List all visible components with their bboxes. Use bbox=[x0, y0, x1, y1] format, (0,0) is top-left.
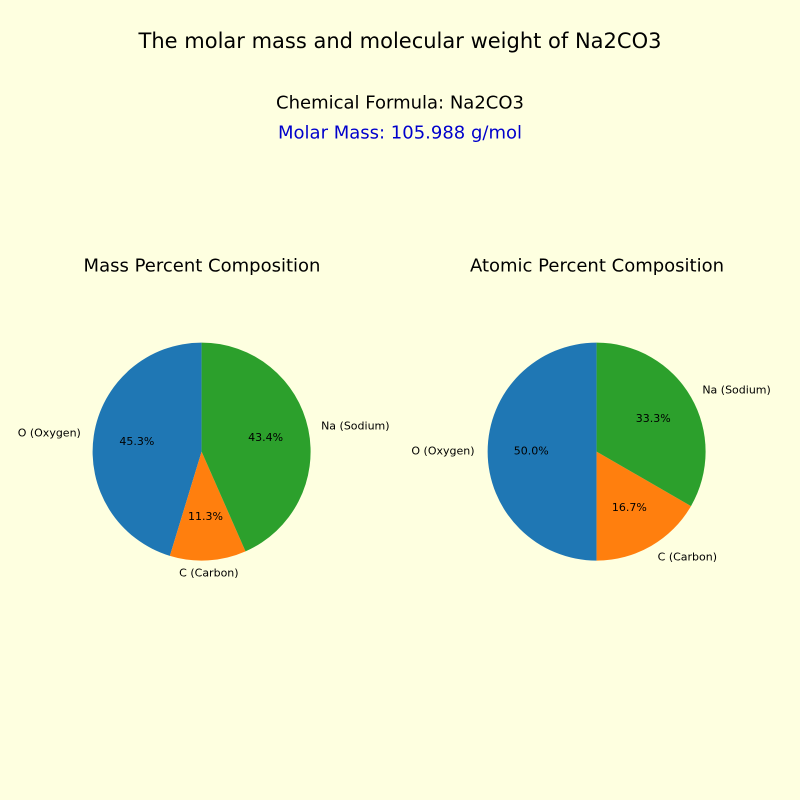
slice-percent-label: 43.4% bbox=[249, 432, 284, 445]
chemical-formula-label: Chemical Formula: Na2CO3 bbox=[276, 93, 524, 114]
slice-label: O (Oxygen) bbox=[18, 427, 81, 440]
page-title: The molar mass and molecular weight of N… bbox=[139, 29, 662, 53]
slice-label: Na (Sodium) bbox=[703, 384, 772, 397]
slice-percent-label: 50.0% bbox=[514, 445, 549, 458]
slice-percent-label: 16.7% bbox=[612, 502, 647, 515]
slice-label: C (Carbon) bbox=[658, 551, 717, 564]
pie-chart: 50.0% O (Oxygen) 16.7% C (Carbon) 33.3% Na (S… bbox=[335, 190, 800, 713]
slice-percent-label: 33.3% bbox=[636, 412, 671, 425]
slice-label: O (Oxygen) bbox=[412, 445, 475, 458]
slice-percent-label: 45.3% bbox=[120, 435, 155, 448]
slice-label: C (Carbon) bbox=[180, 567, 239, 580]
molar-mass-label: Molar Mass: 105.988 g/mol bbox=[278, 123, 522, 144]
slice-percent-label: 11.3% bbox=[188, 510, 223, 523]
